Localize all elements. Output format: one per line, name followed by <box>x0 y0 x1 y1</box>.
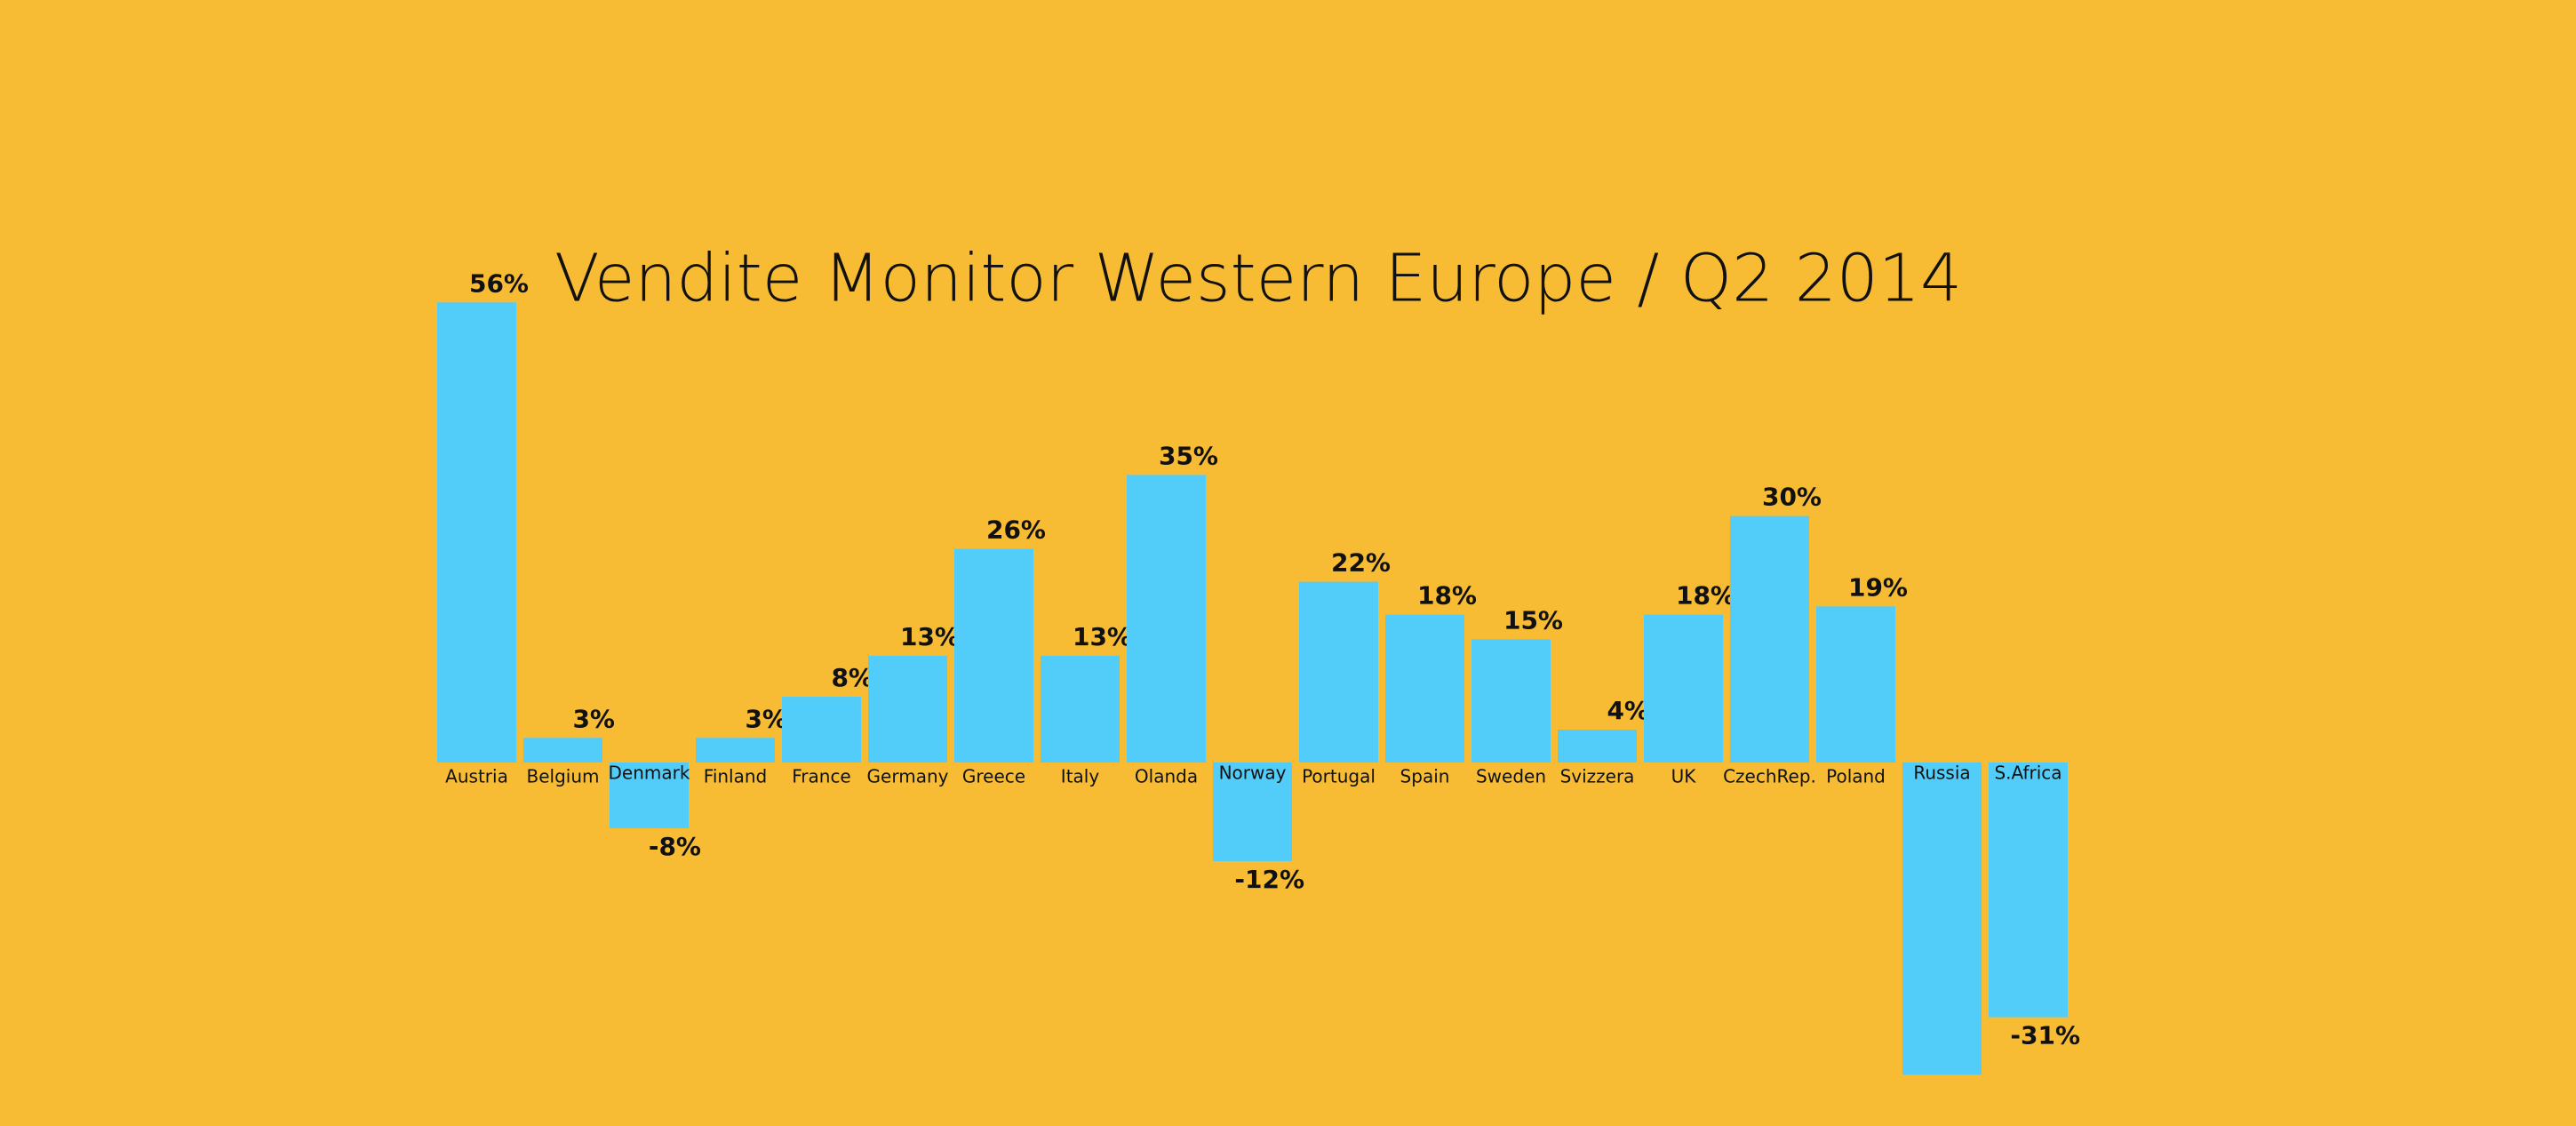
value-label: 35% <box>1159 441 1218 470</box>
bar <box>1989 763 2068 1018</box>
x-tick-label: UK <box>1671 766 1697 787</box>
bar <box>1644 614 1723 763</box>
bar <box>1816 606 1895 763</box>
value-label: 3% <box>572 704 615 733</box>
bar <box>1041 655 1120 763</box>
value-label: 18% <box>1417 581 1477 611</box>
x-tick-label: CzechRep. <box>1723 766 1816 787</box>
value-label: 8% <box>831 663 873 692</box>
value-label: -31% <box>2010 1021 2080 1050</box>
bar <box>868 655 947 763</box>
x-tick-label: Germany <box>867 766 949 787</box>
bar <box>782 697 861 763</box>
x-tick-label: Italy <box>1061 766 1100 787</box>
chart-title: Vendite Monitor Western Europe / Q2 2014 <box>554 241 1962 317</box>
x-tick-label: Poland <box>1826 766 1886 787</box>
x-tick-label: Spain <box>1400 766 1450 787</box>
bar <box>1730 515 1809 763</box>
bar <box>1299 581 1378 763</box>
bar <box>1213 763 1292 861</box>
bar <box>523 738 602 763</box>
x-tick-label: Greece <box>962 766 1025 787</box>
x-tick-label: Denmark <box>609 763 690 784</box>
x-tick-label: Russia <box>1913 763 1970 784</box>
value-label: 19% <box>1848 572 1908 602</box>
x-tick-label: Svizzera <box>1560 766 1635 787</box>
x-tick-label: Portugal <box>1302 766 1376 787</box>
bar <box>1558 730 1637 763</box>
value-label: 4% <box>1607 696 1649 725</box>
value-label: 15% <box>1503 605 1563 635</box>
bar <box>1127 475 1206 763</box>
value-label: -8% <box>649 832 701 861</box>
value-label: 22% <box>1331 548 1391 578</box>
bar <box>437 302 516 763</box>
value-label: 30% <box>1762 483 1822 512</box>
bar <box>1902 763 1982 1075</box>
x-tick-label: Finland <box>704 766 767 787</box>
x-tick-label: Austria <box>445 766 508 787</box>
x-tick-label: S.Africa <box>1994 763 2062 784</box>
value-label: -12% <box>1234 865 1304 894</box>
value-label: 3% <box>745 704 787 733</box>
x-tick-label: Olanda <box>1135 766 1198 787</box>
x-tick-label: Belgium <box>527 766 600 787</box>
value-label: 13% <box>900 622 960 651</box>
bar <box>1471 639 1551 763</box>
bar <box>696 738 775 763</box>
value-label: 18% <box>1676 581 1735 611</box>
value-label: 13% <box>1073 622 1132 651</box>
value-label: 26% <box>986 515 1046 545</box>
bar <box>1385 614 1464 763</box>
x-tick-label: Sweden <box>1476 766 1546 787</box>
x-tick-label: France <box>792 766 851 787</box>
bar <box>954 548 1033 763</box>
x-tick-label: Norway <box>1219 763 1287 784</box>
bar <box>610 763 689 828</box>
value-label: 56% <box>469 268 529 298</box>
